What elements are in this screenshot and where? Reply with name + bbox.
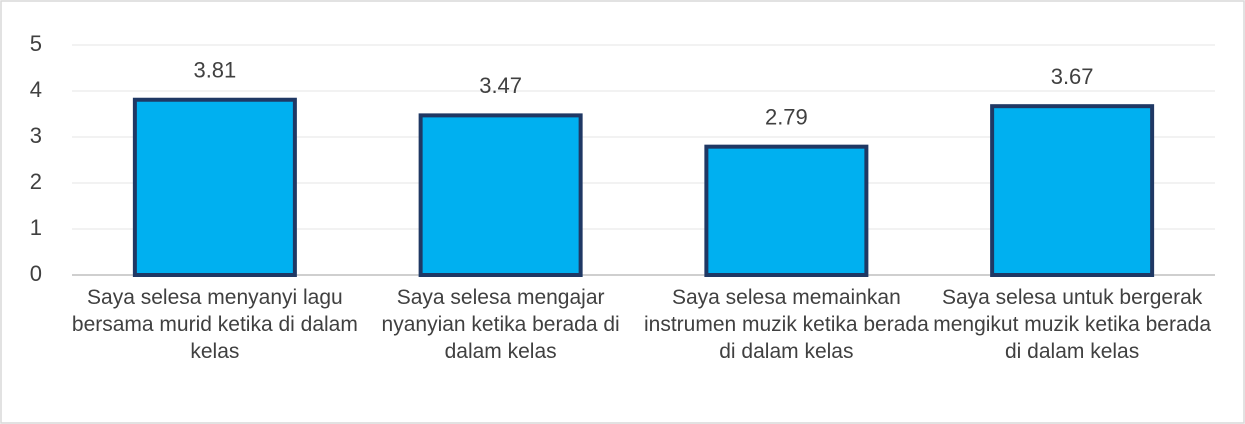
y-tick-label: 4 [30, 77, 42, 102]
value-label: 3.81 [193, 58, 236, 83]
x-tick-label: Saya selesa menyanyi lagu bersama murid … [71, 286, 358, 363]
x-tick-label: Saya selesa untuk bergerak mengikut muzi… [933, 286, 1212, 363]
x-tick-label: Saya selesa mengajar nyanyian ketika ber… [381, 286, 620, 363]
y-tick-label: 0 [30, 261, 42, 286]
y-tick-label: 2 [30, 169, 42, 194]
bar [418, 113, 583, 277]
y-tick-label: 5 [30, 31, 42, 56]
value-label: 3.47 [479, 73, 522, 98]
y-tick-label: 1 [30, 215, 42, 240]
x-tick-label: Saya selesa memainkan instrumen muzik ke… [643, 286, 929, 363]
bar [990, 104, 1155, 278]
value-label: 2.79 [765, 104, 808, 129]
y-tick-label: 3 [30, 123, 42, 148]
value-label: 3.67 [1051, 64, 1094, 89]
bar [704, 144, 869, 277]
bar [132, 97, 297, 277]
